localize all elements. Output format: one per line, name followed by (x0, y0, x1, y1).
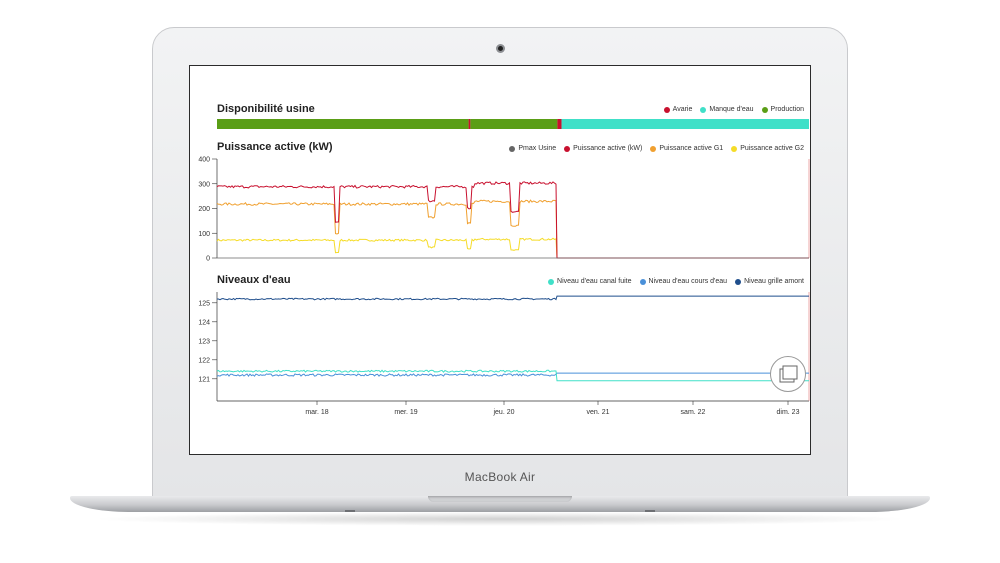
legend-item-canal-fuite[interactable]: Niveau d'eau canal fuite (548, 278, 632, 285)
legend-label: Pmax Usine (518, 145, 557, 152)
laptop-foot (645, 510, 655, 512)
y-tick-label: 124 (198, 319, 210, 326)
copy-icon (779, 365, 798, 383)
laptop-foot (345, 510, 355, 512)
legend-item-g1[interactable]: Puissance active G1 (650, 145, 723, 152)
legend-label: Puissance active G2 (740, 145, 804, 152)
legend-dot-icon (564, 145, 571, 152)
legend-item-grille-amont[interactable]: Niveau grille amont (735, 278, 804, 285)
legend-dot-icon (509, 145, 516, 152)
y-tick-label: 123 (198, 338, 210, 345)
legend-label: Puissance active G1 (659, 145, 724, 152)
availability-title: Disponibilité usine (217, 103, 315, 115)
legend-dot-icon (639, 278, 646, 285)
series-line-puissance-active (216, 181, 809, 259)
availability-segment (468, 119, 471, 129)
legend-dot-icon (700, 106, 707, 113)
power-lines (216, 181, 809, 259)
power-legend: Pmax Usine Puissance active (kW) Puissan… (509, 145, 804, 152)
y-tick-label: 121 (198, 376, 210, 383)
availability-segment (557, 119, 562, 129)
y-tick-label: 300 (198, 181, 210, 188)
device-label: MacBook Air (464, 470, 536, 484)
y-tick-label: 125 (198, 300, 210, 307)
legend-dot-icon (761, 106, 768, 113)
legend-dot-icon (548, 278, 555, 285)
series-line-g2 (216, 237, 809, 259)
fullscreen-button[interactable] (770, 356, 806, 392)
legend-item-g2[interactable]: Puissance active G2 (731, 145, 804, 152)
water-ticks: 125 124 123 122 121 (198, 300, 217, 383)
power-ticks: 400 300 200 100 0 (198, 157, 217, 263)
y-tick-label: 200 (198, 206, 210, 213)
laptop-shadow (90, 512, 910, 526)
legend-item-avarie[interactable]: Avarie (663, 106, 693, 113)
x-ticks: mar. 18 mer. 19 jeu. 20 ven. 21 sam. 22 dim. … (305, 401, 800, 416)
legend-label: Puissance active (kW) (573, 145, 643, 152)
legend-item-puissance-active[interactable]: Puissance active (kW) (564, 145, 642, 152)
water-lines (216, 295, 809, 382)
charts-svg: 400 300 200 100 0 125 124 123 122 121 mar. 18 mer… (198, 119, 810, 416)
series-line-cours-eau (216, 372, 809, 377)
availability-segment (217, 119, 469, 129)
y-tick-label: 122 (198, 357, 210, 364)
x-tick-label: mer. 19 (394, 409, 417, 416)
series-line-g1 (216, 199, 809, 259)
legend-dot-icon (663, 106, 670, 113)
y-tick-label: 100 (198, 231, 210, 238)
y-tick-label: 0 (206, 256, 210, 263)
legend-label: Avarie (672, 106, 693, 113)
legend-item-cours-eau[interactable]: Niveau d'eau cours d'eau (639, 278, 728, 285)
series-line-canal-fuite (216, 369, 809, 382)
series-line-grille-amont (217, 295, 809, 301)
availability-segment (470, 119, 558, 129)
power-chart: 400 300 200 100 0 (198, 157, 810, 263)
laptop-base (70, 496, 930, 512)
legend-label: Niveau d'eau canal fuite (557, 278, 632, 285)
legend-dot-icon (650, 145, 657, 152)
x-tick-label: jeu. 20 (492, 409, 514, 416)
availability-legend: Avarie Manque d'eau Production (663, 106, 804, 113)
legend-label: Manque d'eau (709, 106, 754, 113)
legend-label: Niveau d'eau cours d'eau (648, 278, 728, 285)
availability-segment (561, 119, 809, 129)
water-title: Niveaux d'eau (217, 274, 291, 286)
legend-dot-icon (735, 278, 742, 285)
legend-item-pmax[interactable]: Pmax Usine (509, 145, 556, 152)
y-tick-label: 400 (198, 157, 210, 164)
water-chart: 125 124 123 122 121 mar. 18 mer. 19 jeu. 20 ven… (198, 292, 810, 416)
legend-item-manque-eau[interactable]: Manque d'eau (700, 106, 754, 113)
x-tick-label: ven. 21 (587, 409, 610, 416)
power-title: Puissance active (kW) (217, 141, 333, 153)
laptop-notch (428, 496, 572, 502)
availability-bar (217, 119, 809, 129)
x-tick-label: sam. 22 (681, 409, 706, 416)
legend-label: Production (770, 106, 804, 113)
x-tick-label: dim. 23 (777, 409, 800, 416)
camera-icon (496, 44, 505, 53)
legend-item-production[interactable]: Production (761, 106, 804, 113)
laptop-screen: Disponibilité usine Avarie Manque d'eau … (189, 65, 811, 455)
water-legend: Niveau d'eau canal fuite Niveau d'eau co… (548, 278, 804, 285)
x-tick-label: mar. 18 (305, 409, 328, 416)
legend-dot-icon (731, 145, 738, 152)
legend-label: Niveau grille amont (744, 278, 804, 285)
